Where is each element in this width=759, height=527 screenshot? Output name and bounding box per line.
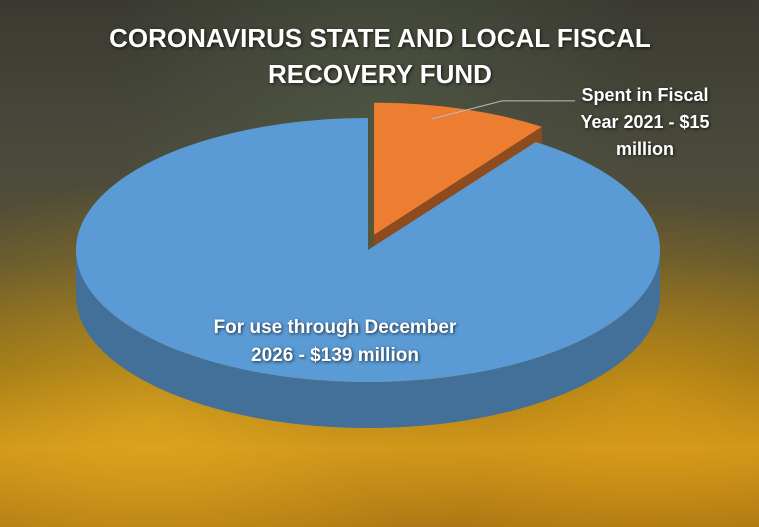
leader-line [431,100,575,120]
chart-title: CORONAVIRUS STATE AND LOCAL FISCAL RECOV… [109,23,651,89]
slice-label: Spent in Fiscal Year 2021 - $15 million [580,85,710,159]
pie-side [76,250,660,428]
pie-slice [75,118,660,382]
pie-slice [374,102,542,235]
slice-label: For use through December 2026 - $139 mil… [213,317,457,366]
